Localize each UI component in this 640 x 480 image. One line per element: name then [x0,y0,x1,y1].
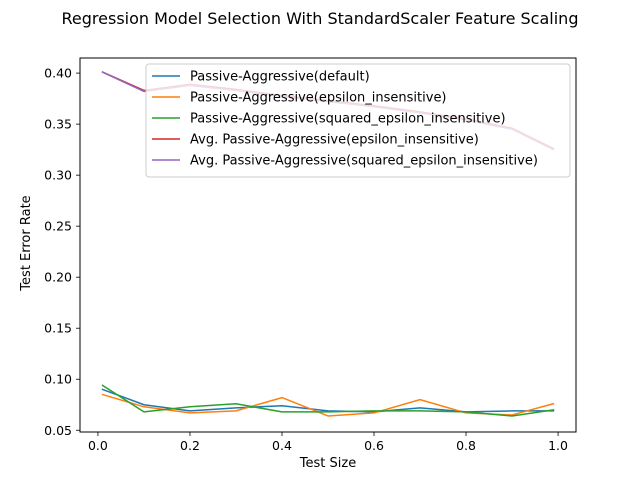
x-tick-label: 0.0 [88,438,108,453]
chart-title: Regression Model Selection With Standard… [62,9,579,28]
x-axis-ticks: 0.0 0.2 0.4 0.6 0.8 1.0 [88,432,568,453]
x-tick-label: 0.4 [272,438,292,453]
plot-area: 0.0 0.2 0.4 0.6 0.8 1.0 0.050.100.150.200.250… [44,57,577,453]
series-line-2 [101,384,555,417]
legend: Passive-Aggressive(default) Passive-Aggre… [145,63,571,178]
legend-label-4: Avg. Passive-Aggressive(squared_epsilon_… [190,154,538,169]
x-tick-label: 0.6 [364,438,384,453]
legend-label-0: Passive-Aggressive(default) [190,70,370,85]
y-tick-label: 0.20 [44,270,72,285]
y-tick-label: 0.15 [44,321,72,336]
axes-frame [79,57,577,433]
y-tick-label: 0.35 [44,117,72,132]
y-tick-label: 0.30 [44,168,72,183]
x-tick-label: 1.0 [548,438,568,453]
y-tick-label: 0.40 [44,66,72,81]
y-tick-label: 0.25 [44,219,72,234]
legend-label-1: Passive-Aggressive(epsilon_insensitive) [190,91,447,106]
legend-label-3: Avg. Passive-Aggressive(epsilon_insensit… [190,133,479,148]
x-tick-label: 0.8 [456,438,476,453]
y-axis-ticks: 0.05 0.10 0.15 0.20 0.25 0.30 0.35 0.40 [44,66,80,438]
x-tick-label: 0.2 [180,438,200,453]
y-axis-label: Test Error Rate [19,195,34,291]
legend-label-2: Passive-Aggressive(squared_epsilon_insen… [190,112,506,127]
legend-box [145,63,571,178]
y-tick-label: 0.10 [44,372,72,387]
x-axis-label: Test Size [299,456,356,471]
y-tick-label: 0.05 [44,423,72,438]
